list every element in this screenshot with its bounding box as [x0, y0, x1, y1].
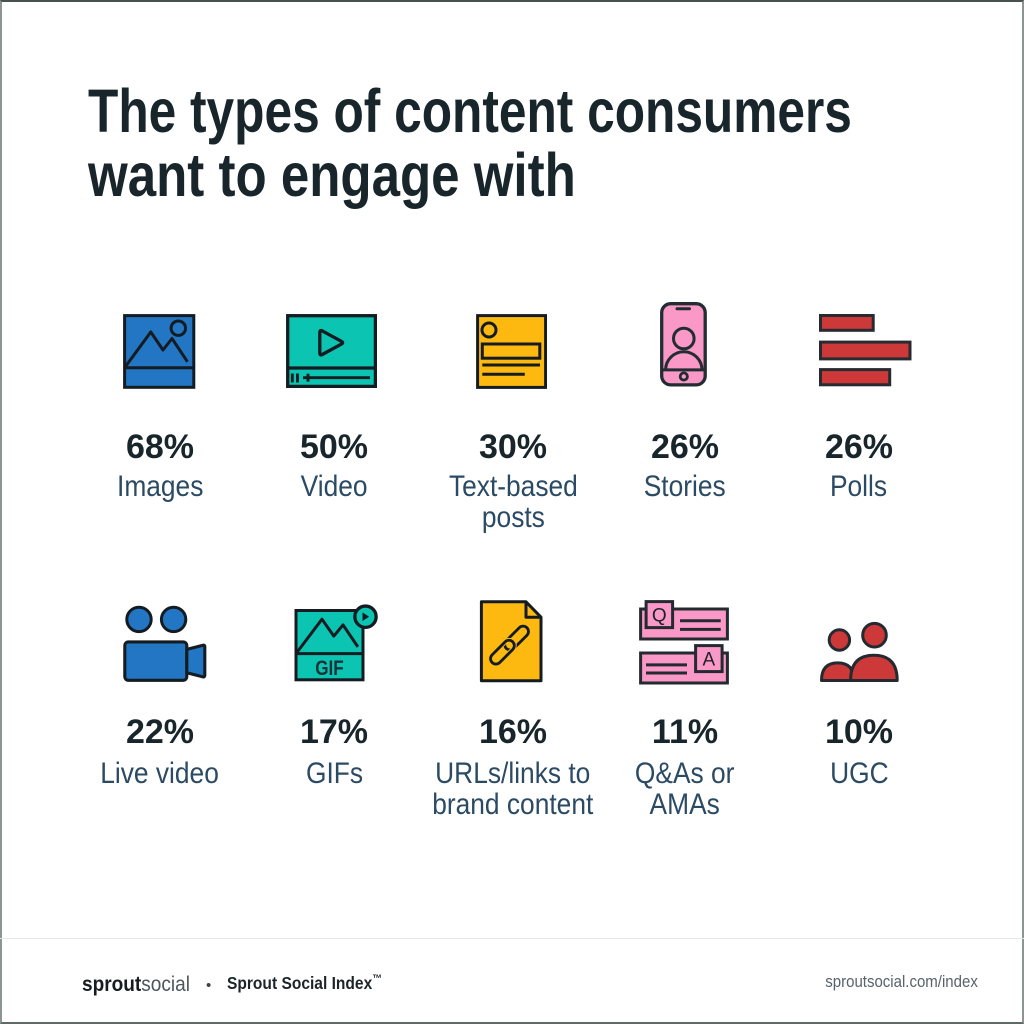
svg-text:GIF: GIF — [315, 657, 344, 680]
svg-text:A: A — [702, 649, 715, 670]
svg-text:Q: Q — [652, 605, 667, 626]
